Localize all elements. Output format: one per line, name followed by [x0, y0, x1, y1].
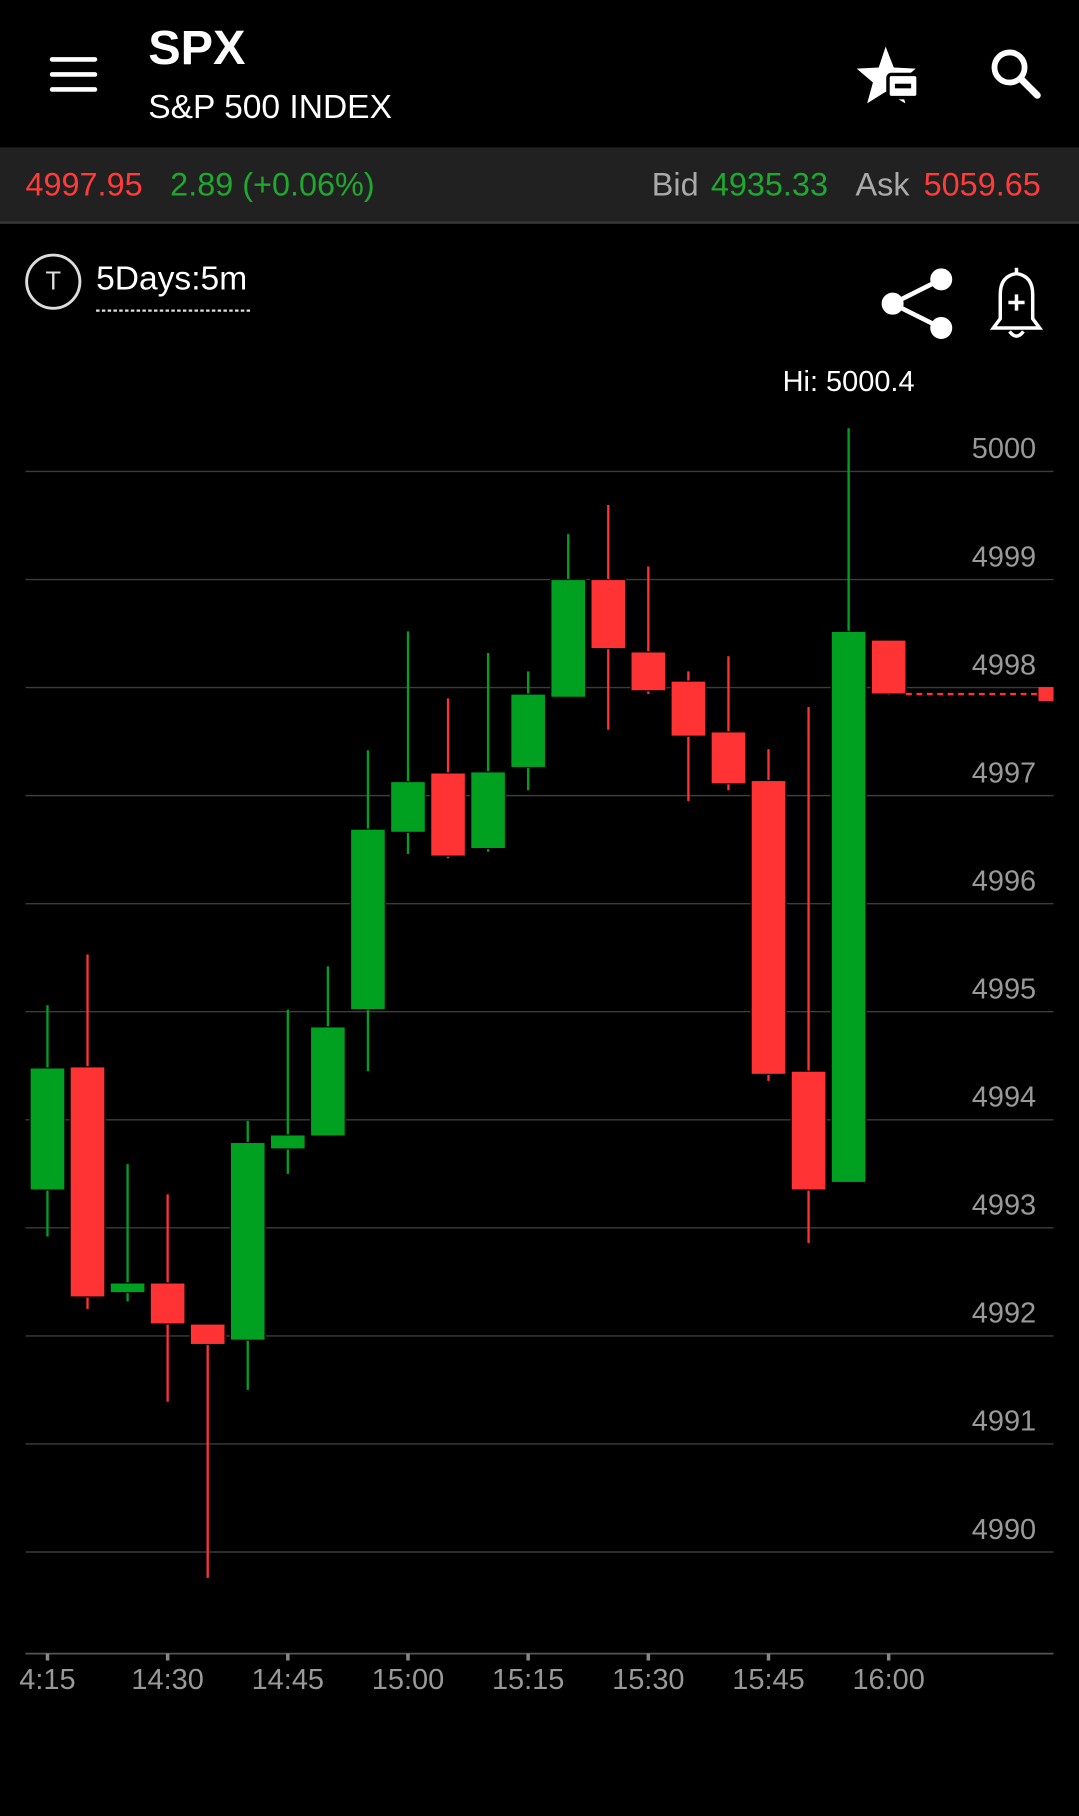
- candle-body: [349, 828, 386, 1011]
- x-tick-label: 15:15: [492, 1664, 564, 1696]
- candle-body: [510, 693, 547, 769]
- bid-label: Bid: [652, 166, 699, 202]
- quote-bar: [0, 147, 1079, 222]
- share-node: [881, 292, 904, 315]
- timeframe-selector[interactable]: T 5Days:5m: [25, 253, 251, 312]
- ask-price: 5059.65: [924, 166, 1041, 202]
- menu-bar: [49, 72, 98, 77]
- y-tick-label: 4991: [972, 1406, 1036, 1438]
- y-tick-label: 4995: [972, 974, 1036, 1006]
- x-tick-label: 15:45: [732, 1664, 804, 1696]
- menu-bar: [49, 57, 98, 62]
- candle-body: [269, 1134, 306, 1150]
- candle-body: [470, 771, 507, 850]
- symbol-subtitle: S&P 500 INDEX: [148, 89, 392, 126]
- candle-body: [69, 1066, 106, 1298]
- candle-body: [430, 772, 466, 857]
- y-tick-label: 4994: [972, 1082, 1036, 1114]
- share-node: [930, 316, 953, 339]
- last-price-marker: [1038, 687, 1054, 701]
- candle-body: [149, 1282, 186, 1325]
- candle-body: [309, 1026, 346, 1137]
- candle-body: [189, 1323, 226, 1346]
- candle-body: [109, 1282, 146, 1294]
- search-lens: [991, 49, 1028, 86]
- bid-price: 4935.33: [711, 166, 828, 202]
- x-tick-label: 14:45: [252, 1664, 324, 1696]
- last-price: 4997.95: [25, 166, 142, 202]
- timeframe-icon: T: [45, 268, 61, 296]
- search-handle: [1017, 75, 1041, 99]
- candle-body: [29, 1067, 66, 1191]
- candle-body: [710, 731, 747, 785]
- candle-body: [229, 1141, 266, 1341]
- search-button[interactable]: [991, 49, 1041, 99]
- quote-divider: [0, 221, 1079, 224]
- candle-body: [670, 680, 707, 737]
- ask-label: Ask: [856, 166, 911, 202]
- candle-body: [830, 630, 867, 1184]
- y-tick-label: 4997: [972, 757, 1036, 789]
- share-button[interactable]: [881, 268, 953, 339]
- x-tick-label: 16:00: [852, 1664, 924, 1696]
- high-annotation: Hi: 5000.4: [783, 366, 915, 398]
- y-tick-label: 4999: [972, 541, 1036, 573]
- minus-sign: [894, 83, 912, 89]
- x-tick-label: 4:15: [19, 1664, 75, 1696]
- bell-clapper: [1008, 330, 1025, 338]
- y-tick-label: 4998: [972, 649, 1036, 681]
- watchlist-button[interactable]: [856, 46, 920, 104]
- x-tick-label: 15:00: [372, 1664, 444, 1696]
- candle-body: [750, 779, 787, 1075]
- candle-body: [590, 578, 627, 650]
- bell-body: [989, 271, 1044, 330]
- symbol-title: SPX: [148, 21, 245, 75]
- timeframe-icon-ring: [25, 253, 82, 310]
- y-tick-label: 4992: [972, 1298, 1036, 1330]
- candle-body: [790, 1070, 827, 1191]
- share-node: [930, 268, 953, 291]
- candle-body: [870, 639, 907, 695]
- y-tick-label: 4990: [972, 1514, 1036, 1546]
- x-tick-label: 14:30: [131, 1664, 203, 1696]
- candle-body: [630, 651, 667, 692]
- x-tick-label: 15:30: [612, 1664, 684, 1696]
- alert-button[interactable]: [989, 267, 1044, 338]
- price-change: 2.89 (+0.06%): [170, 166, 374, 202]
- candle-body: [390, 780, 426, 833]
- menu-button[interactable]: [49, 57, 98, 92]
- y-tick-label: 4993: [972, 1190, 1036, 1222]
- y-tick-label: 4996: [972, 865, 1036, 897]
- candle-body: [550, 578, 587, 698]
- timeframe-label: 5Days:5m: [96, 260, 247, 297]
- y-tick-label: 5000: [972, 433, 1036, 465]
- menu-bar: [49, 87, 98, 92]
